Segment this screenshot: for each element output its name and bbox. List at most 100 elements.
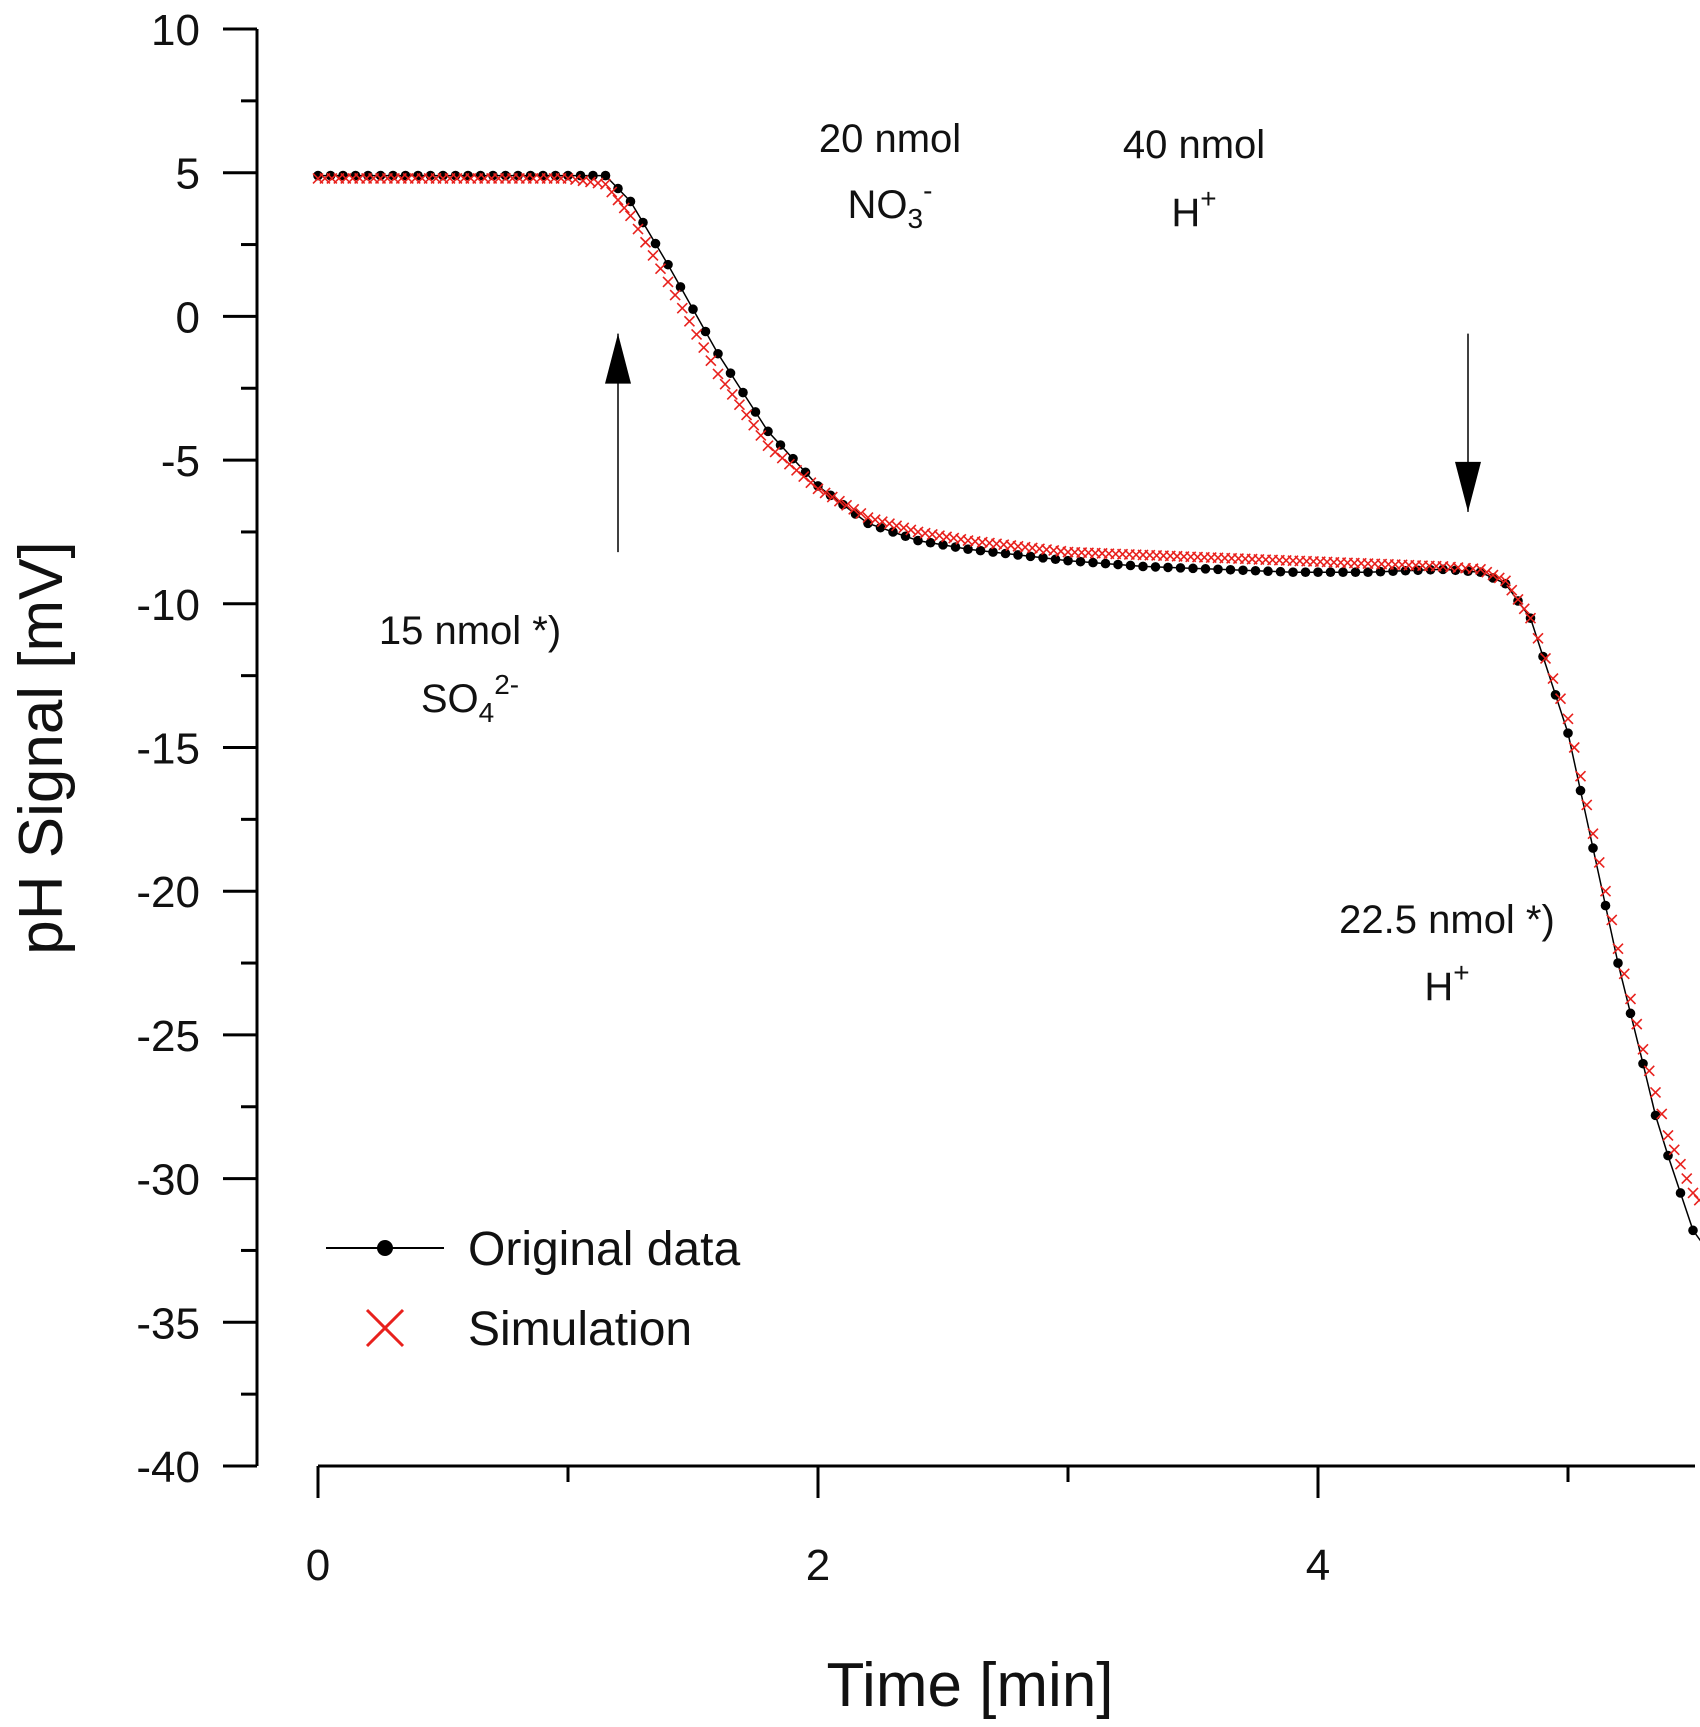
simulation-point-stroke (776, 452, 788, 464)
original-data-point (800, 467, 811, 478)
simulation-point-stroke (841, 499, 853, 511)
species-superscript: 2- (494, 669, 519, 700)
simulation-point-stroke (698, 342, 710, 354)
original-data-point (725, 368, 736, 378)
legend-original-marker (377, 1240, 393, 1256)
simulation-point-stroke (783, 458, 795, 470)
simulation-point (1643, 1065, 1655, 1077)
simulation-point-stroke (1574, 770, 1587, 782)
annotation-so4: 15 nmol *) SO42- (379, 333, 631, 728)
simulation-point (647, 249, 659, 262)
legend-simulation-marker (365, 1308, 405, 1348)
simulation-point (755, 429, 767, 442)
original-data-point (1675, 1188, 1686, 1198)
y-tick-label: -25 (136, 1012, 200, 1061)
annotation-h40: 40 nmol H+ (1123, 123, 1265, 235)
simulation-point (698, 342, 710, 354)
species-name: NO (848, 183, 908, 227)
simulation-point (1554, 693, 1567, 705)
annotation-amount: 40 nmol (1123, 123, 1265, 167)
simulation-point-stroke (883, 518, 895, 530)
species-name: H (1171, 191, 1200, 235)
simulation-point (1493, 572, 1505, 584)
simulation-point-stroke (1593, 856, 1605, 869)
simulation-point (632, 223, 644, 235)
simulation-point-stroke (632, 223, 644, 235)
simulation-point (819, 487, 831, 499)
original-data-point (1625, 1008, 1636, 1019)
simulation-point-stroke (798, 470, 810, 483)
simulation-point (748, 419, 760, 431)
simulation-point-stroke (691, 328, 703, 341)
simulation-point-stroke (805, 477, 817, 489)
original-data-point (688, 304, 698, 315)
y-tick-label: -20 (136, 868, 200, 917)
simulation-point (1547, 672, 1559, 685)
original-data-point (1350, 567, 1361, 577)
simulation-point-stroke (639, 236, 652, 248)
original-data-point (1513, 596, 1523, 606)
species-name: H (1424, 965, 1453, 1009)
simulation-point (719, 378, 731, 390)
original-data-point (1075, 556, 1086, 567)
original-data-point (1050, 554, 1061, 565)
simulation-point (1581, 799, 1593, 811)
simulation-point (612, 194, 624, 206)
simulation-point-stroke (1532, 632, 1544, 644)
original-data-point (1288, 567, 1298, 577)
original-data-point (1325, 567, 1336, 577)
simulation-point (1562, 713, 1574, 725)
original-data-point (1363, 567, 1373, 577)
simulation-point (876, 516, 888, 528)
original-data-point (1000, 548, 1011, 559)
species-subscript: 4 (479, 697, 495, 728)
simulation-point-stroke (1581, 799, 1593, 811)
original-data-point (600, 170, 611, 181)
original-data-point (1588, 843, 1598, 853)
simulation-point (1649, 1086, 1662, 1098)
annotation-amount: 22.5 nmol *) (1339, 898, 1555, 942)
simulation-point-stroke (1649, 1086, 1662, 1098)
simulation-point (1593, 856, 1605, 869)
simulation-point-stroke (612, 194, 624, 206)
simulation-point (654, 263, 667, 275)
simulation-point (618, 202, 630, 214)
simulation-point-stroke (676, 302, 688, 314)
simulation-point (662, 276, 674, 288)
simulation-point (1587, 828, 1599, 840)
original-data-point (1338, 567, 1348, 577)
simulation-point (1532, 632, 1544, 644)
simulation-point (1631, 1018, 1643, 1030)
simulation-point-stroke (762, 440, 774, 452)
original-data-point (1100, 558, 1111, 569)
x-tick-label: 0 (306, 1541, 330, 1590)
simulation-point-stroke (654, 263, 667, 275)
species-superscript: + (1200, 183, 1216, 214)
annotation-species: NO3- (848, 175, 933, 234)
annotation-amount: 20 nmol (819, 117, 961, 161)
simulation-point-stroke (855, 507, 867, 520)
original-data-point (888, 527, 898, 537)
simulation-point (1662, 1129, 1674, 1142)
simulation-point-stroke (1612, 943, 1624, 955)
y-tick-label: 0 (176, 293, 200, 342)
original-data-point (1125, 560, 1136, 571)
simulation-point-stroke (1481, 566, 1493, 578)
original-data-point (1613, 958, 1623, 968)
original-data-point (1025, 551, 1036, 562)
simulation-point-stroke (1656, 1108, 1668, 1120)
simulation-point (1499, 575, 1512, 587)
original-data-point (925, 537, 936, 548)
simulation-point (1674, 1158, 1687, 1170)
simulation-point-stroke (1493, 572, 1505, 584)
simulation-point-stroke (791, 464, 803, 476)
simulation-point-stroke (769, 446, 781, 458)
species-superscript: - (923, 175, 932, 206)
original-data-point (1688, 1225, 1698, 1236)
original-data-point (663, 259, 673, 270)
original-data-point (638, 217, 648, 228)
legend: Original data Simulation (326, 1223, 740, 1356)
simulation-point-stroke (1547, 672, 1559, 685)
